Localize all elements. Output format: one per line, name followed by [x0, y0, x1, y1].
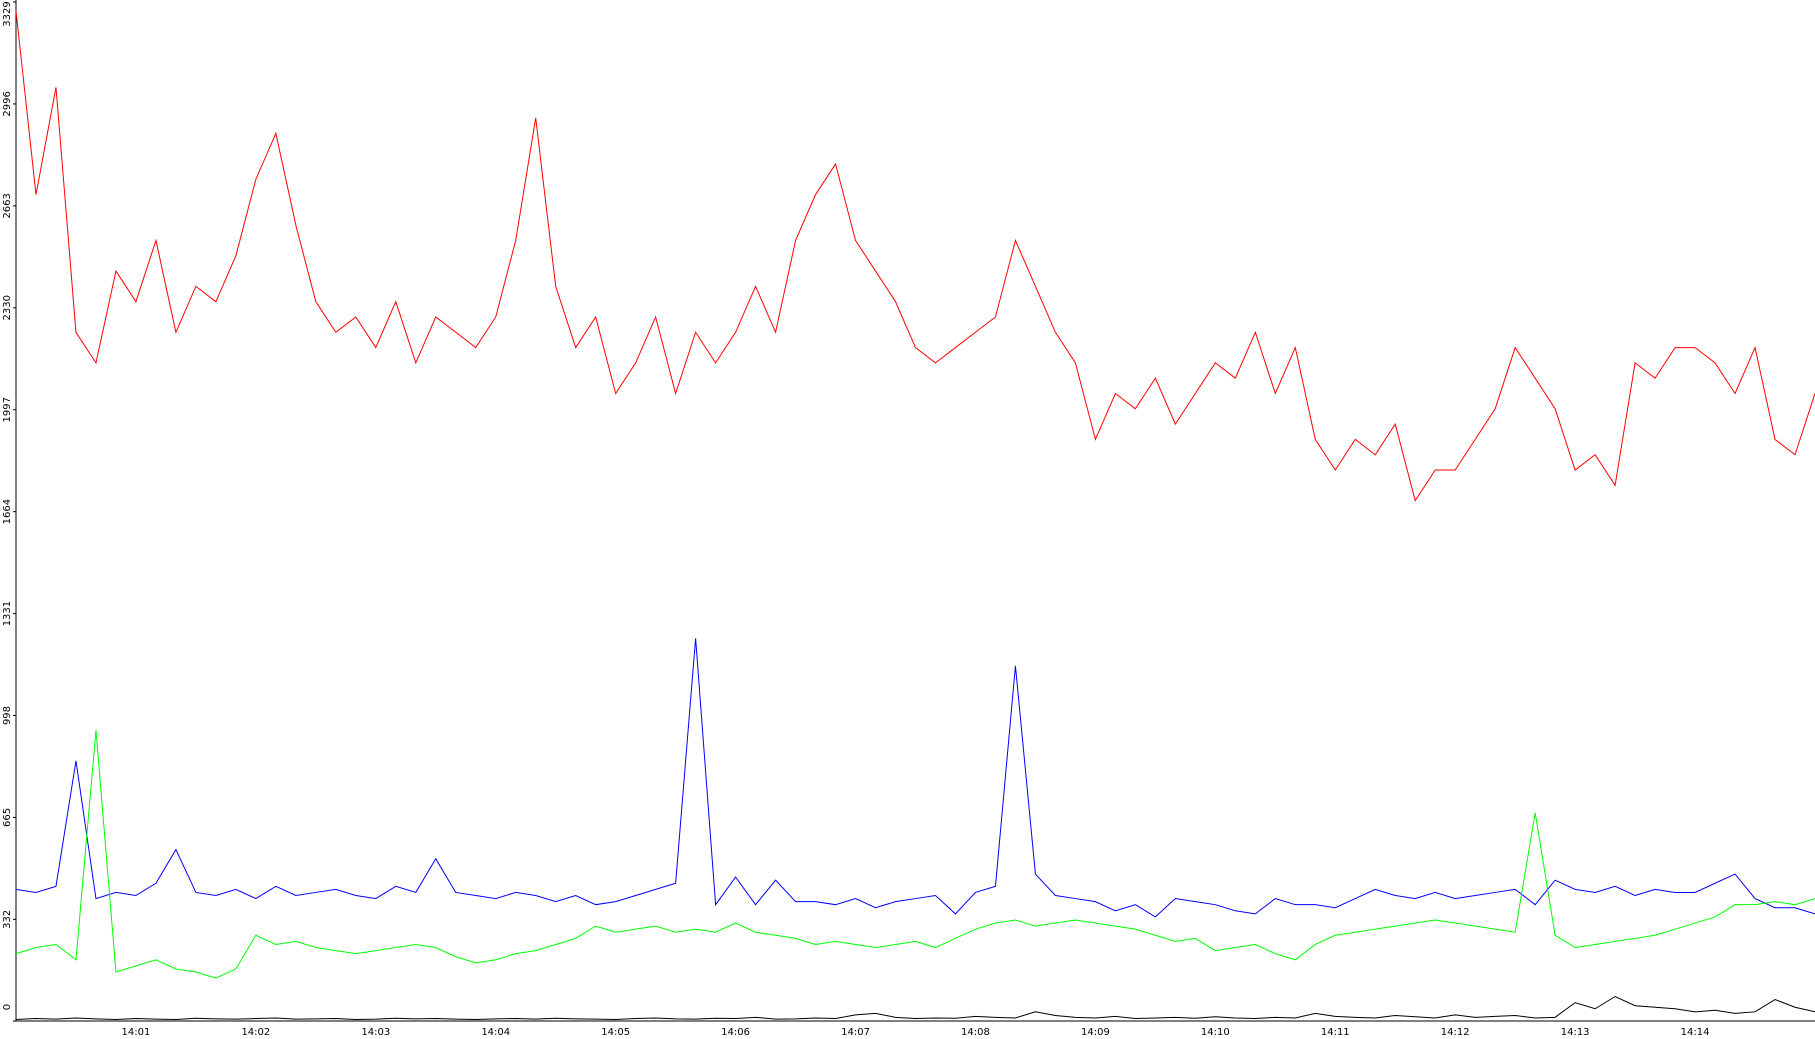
x-tick-label: 14:04: [481, 1027, 510, 1038]
series-line: [15, 638, 1815, 918]
x-tick-label: 14:02: [241, 1027, 270, 1038]
x-tick-label: 14:09: [1081, 1027, 1110, 1038]
x-tick-label: 14:03: [361, 1027, 390, 1038]
series-line: [15, 995, 1815, 1020]
y-tick-label: 3329: [2, 1, 13, 26]
y-tick-label: 1997: [2, 397, 13, 422]
x-tick-label: 14:10: [1201, 1027, 1230, 1038]
x-tick-label: 14:13: [1561, 1027, 1590, 1038]
y-tick-label: 2330: [2, 295, 13, 320]
y-tick-label: 665: [2, 808, 13, 827]
y-tick-label: 332: [2, 910, 13, 929]
series-line: [15, 10, 1815, 502]
x-tick-label: 14:14: [1681, 1027, 1710, 1038]
y-tick-label: 998: [2, 706, 13, 725]
y-tick-label: 1664: [2, 499, 13, 524]
x-tick-label: 14:08: [961, 1027, 990, 1038]
y-tick-label: 2996: [2, 91, 13, 116]
x-tick-label: 14:12: [1441, 1027, 1470, 1038]
x-tick-label: 14:01: [122, 1027, 151, 1038]
y-tick-label: 0: [2, 1004, 13, 1010]
series-line: [15, 730, 1815, 979]
x-tick-label: 14:06: [721, 1027, 750, 1038]
x-tick-label: 14:05: [601, 1027, 630, 1038]
y-tick-label: 1331: [2, 601, 13, 626]
x-tick-label: 14:11: [1321, 1027, 1350, 1038]
y-tick-label: 2663: [2, 193, 13, 218]
x-tick-label: 14:07: [841, 1027, 870, 1038]
